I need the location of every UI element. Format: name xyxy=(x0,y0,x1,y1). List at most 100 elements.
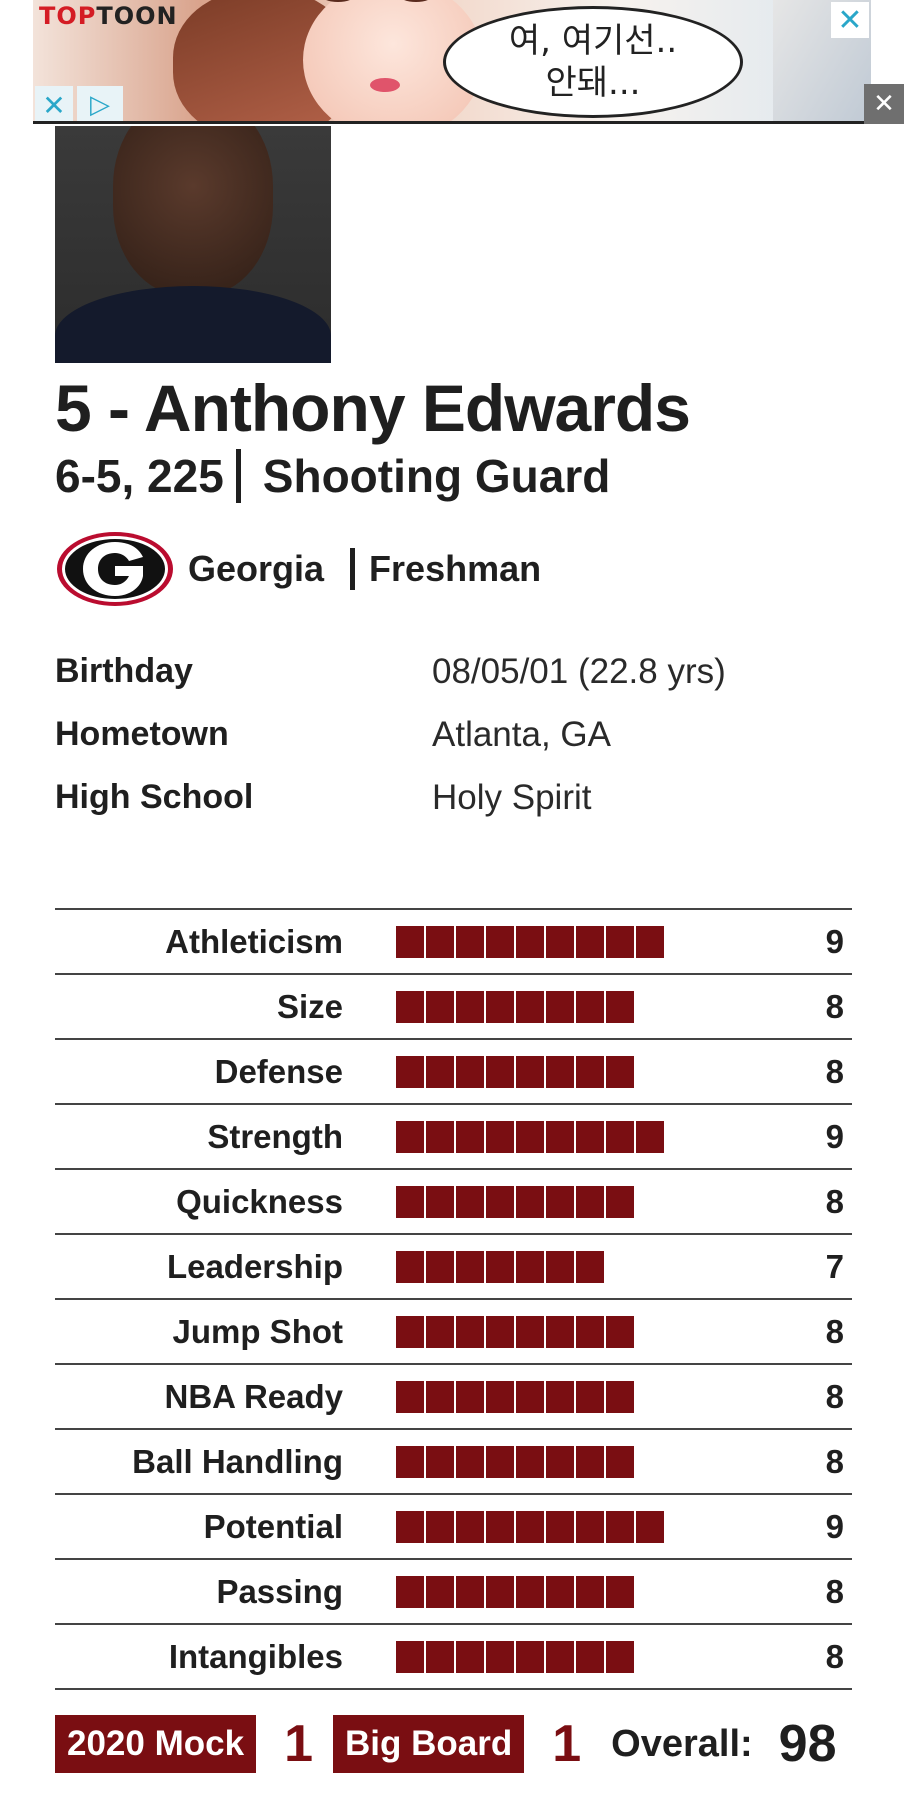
big-board-rank: 1 xyxy=(552,1715,582,1773)
rating-bar-segment xyxy=(546,1055,574,1088)
rating-label: Size xyxy=(276,987,343,1025)
rating-value: 8 xyxy=(825,1572,844,1610)
player-info-table: Birthday 08/05/01 (22.8 yrs) Hometown At… xyxy=(55,640,726,829)
player-size: 6-5, 225 xyxy=(55,450,224,502)
ad-close-icon[interactable]: ✕ xyxy=(831,2,869,38)
player-class: Freshman xyxy=(369,548,542,589)
rating-bar-segment xyxy=(396,1510,424,1543)
rating-bar-segment xyxy=(516,1380,544,1413)
rating-bar xyxy=(396,1315,786,1348)
ad-banner[interactable]: 여, 여기선.. 안돼... TOPTOON ✕ ▷ ✕ xyxy=(33,0,871,124)
rating-bar-segment xyxy=(576,990,604,1023)
rating-label: Defense xyxy=(214,1052,343,1090)
rating-bar-segment xyxy=(516,1640,544,1673)
rating-bar-segment xyxy=(396,1250,424,1283)
rating-row: Size 8 xyxy=(55,975,852,1040)
rating-row: Intangibles 8 xyxy=(55,1625,852,1690)
rating-label: Jump Shot xyxy=(172,1312,344,1350)
ad-artwork-eye-left xyxy=(321,0,355,2)
ad-artwork-eye-right xyxy=(399,0,433,2)
rating-label: NBA Ready xyxy=(164,1377,344,1415)
rating-bar-segment xyxy=(426,1640,454,1673)
adchoices-icon[interactable]: ▷ xyxy=(77,86,123,121)
rating-bar-segment xyxy=(576,925,604,958)
rating-label: Ball Handling xyxy=(132,1442,343,1480)
dismiss-ad-button[interactable]: ✕ xyxy=(864,84,904,124)
info-row-hometown: Hometown Atlanta, GA xyxy=(55,703,726,766)
rating-bar-segment xyxy=(396,1640,424,1673)
rating-label: Intangibles xyxy=(168,1637,343,1675)
rating-bar-segment xyxy=(546,1120,574,1153)
ad-artwork-lips xyxy=(370,78,400,92)
rating-bar-segment xyxy=(456,1055,484,1088)
rating-bar xyxy=(396,1575,786,1608)
rating-row: Potential 9 xyxy=(55,1495,852,1560)
rating-row: Ball Handling 8 xyxy=(55,1430,852,1495)
rating-bar-segment xyxy=(546,1445,574,1478)
rating-bar-segment xyxy=(426,1315,454,1348)
rating-bar-segment xyxy=(456,1315,484,1348)
rating-bar-segment xyxy=(396,925,424,958)
rating-bar-segment xyxy=(486,1250,514,1283)
rating-bar-segment xyxy=(546,1250,574,1283)
player-measurements: 6-5, 225 Shooting Guard xyxy=(55,449,610,503)
rating-bar-segment xyxy=(426,1445,454,1478)
info-value: Atlanta, GA xyxy=(432,714,611,754)
rating-bar-segment xyxy=(426,990,454,1023)
rating-label: Quickness xyxy=(176,1182,343,1220)
rating-bar-segment xyxy=(606,1380,634,1413)
georgia-logo-icon xyxy=(55,530,175,608)
ad-brand-part1: TOP xyxy=(39,2,97,30)
info-label: Hometown xyxy=(55,715,229,753)
rating-bar-segment xyxy=(396,1380,424,1413)
rating-bar-segment xyxy=(456,1120,484,1153)
big-board-badge[interactable]: Big Board xyxy=(332,1715,525,1773)
rating-bar-segment xyxy=(486,925,514,958)
rating-row: Strength 9 xyxy=(55,1105,852,1170)
rating-bar-segment xyxy=(516,1315,544,1348)
rating-bar-segment xyxy=(546,1380,574,1413)
rating-bar-segment xyxy=(606,1575,634,1608)
school-name[interactable]: Georgia xyxy=(188,548,325,589)
rating-bar-segment xyxy=(486,1315,514,1348)
rating-value: 8 xyxy=(825,1377,844,1415)
rating-bar-segment xyxy=(426,925,454,958)
rating-value: 8 xyxy=(825,1182,844,1220)
rating-bar-segment xyxy=(456,1380,484,1413)
rating-bar-segment xyxy=(456,1510,484,1543)
rating-bar-segment xyxy=(606,1185,634,1218)
rating-bar-segment xyxy=(426,1380,454,1413)
rating-bar-segment xyxy=(516,1185,544,1218)
player-photo xyxy=(55,126,331,363)
rating-bar-segment xyxy=(606,1120,634,1153)
player-photo-shirt xyxy=(55,286,331,363)
rating-value: 9 xyxy=(825,1117,844,1155)
rating-bar-segment xyxy=(606,990,634,1023)
player-name: 5 - Anthony Edwards xyxy=(55,371,691,445)
rating-bar-segment xyxy=(516,990,544,1023)
rating-bar-segment xyxy=(636,1510,664,1543)
rating-bar-segment xyxy=(426,1120,454,1153)
info-row-high-school: High School Holy Spirit xyxy=(55,766,726,829)
rating-value: 9 xyxy=(825,922,844,960)
ad-close-x-icon[interactable]: ✕ xyxy=(35,86,73,121)
info-label: Birthday xyxy=(55,652,193,690)
rating-bar-segment xyxy=(576,1185,604,1218)
ad-speech-bubble: 여, 여기선.. 안돼... xyxy=(443,6,743,118)
rating-bar-segment xyxy=(396,1185,424,1218)
mock-draft-badge[interactable]: 2020 Mock xyxy=(55,1715,257,1773)
rating-bar-segment xyxy=(426,1250,454,1283)
rating-bar-segment xyxy=(606,1510,634,1543)
rating-bar-segment xyxy=(396,1120,424,1153)
rating-bar-segment xyxy=(606,925,634,958)
rating-bar-segment xyxy=(546,1185,574,1218)
rating-bar xyxy=(396,1120,786,1153)
rating-value: 8 xyxy=(825,987,844,1025)
rating-row: Jump Shot 8 xyxy=(55,1300,852,1365)
rating-bar-segment xyxy=(636,925,664,958)
rating-bar-segment xyxy=(516,1055,544,1088)
rating-bar-segment xyxy=(396,1315,424,1348)
rating-bar-segment xyxy=(396,1445,424,1478)
rating-bar-segment xyxy=(606,1640,634,1673)
ad-brand-logo: TOPTOON xyxy=(39,2,178,30)
